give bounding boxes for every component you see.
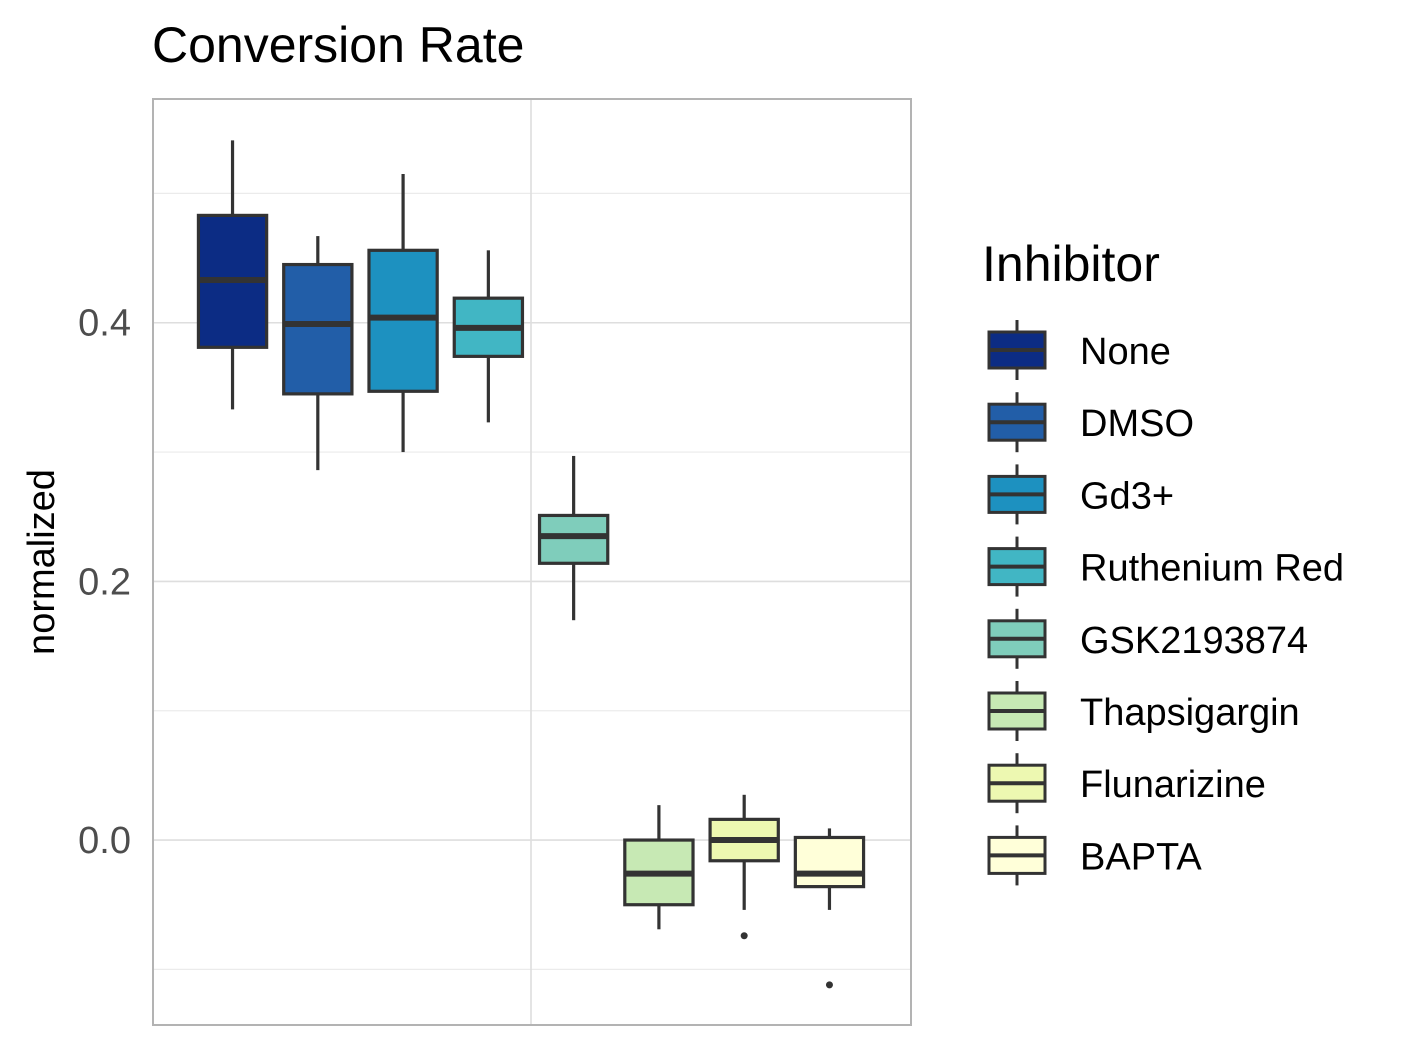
box-body <box>367 248 439 393</box>
box-body <box>537 513 610 565</box>
legend-title: Inhibitor <box>982 236 1160 292</box>
box-body <box>793 835 866 889</box>
legend-label: GSK2193874 <box>1080 620 1308 662</box>
legend-label: DMSO <box>1080 403 1194 445</box>
grid <box>153 99 911 1025</box>
legend-label: Gd3+ <box>1080 475 1174 517</box>
legend-item: Ruthenium Red <box>987 536 1344 597</box>
outlier-point <box>740 932 748 940</box>
y-tick-label: 0.4 <box>78 303 131 345</box>
box-thapsigargin <box>623 805 695 930</box>
box-body <box>282 262 354 396</box>
legend-label: Flunarizine <box>1080 764 1266 806</box>
legend-label: Thapsigargin <box>1080 692 1300 734</box>
legend-item: Flunarizine <box>987 753 1266 814</box>
box-dmso <box>282 236 354 471</box>
y-tick-label: 0.2 <box>78 561 131 603</box>
boxes <box>196 140 866 989</box>
box-gd3- <box>367 174 439 453</box>
legend-item: Gd3+ <box>987 464 1174 525</box>
box-gsk2193874 <box>537 455 610 621</box>
box-none <box>196 140 269 410</box>
box-bapta <box>793 828 866 989</box>
legend-label: None <box>1080 331 1171 373</box>
legend-label: BAPTA <box>1080 836 1202 878</box>
legend-label: Ruthenium Red <box>1080 548 1344 590</box>
outlier-point <box>825 981 833 989</box>
plot-background <box>153 99 911 1025</box>
box-ruthenium-red <box>452 250 525 423</box>
legend-item: Thapsigargin <box>987 681 1300 741</box>
legend-item: DMSO <box>987 392 1194 453</box>
legend: Inhibitor None DMSO Gd3+ Ruthenium Red GSK21… <box>982 236 1344 886</box>
plot-border <box>152 98 912 1026</box>
chart-title: Conversion Rate <box>152 17 524 73</box>
legend-item: None <box>987 320 1171 380</box>
y-axis: 0.0 0.2 0.4 <box>78 303 131 862</box>
legend-item: BAPTA <box>987 825 1202 886</box>
box-flunarizine <box>708 794 780 940</box>
y-axis-title: normalized <box>21 469 63 655</box>
legend-item: GSK2193874 <box>987 608 1308 669</box>
y-tick-label: 0.0 <box>78 820 131 862</box>
